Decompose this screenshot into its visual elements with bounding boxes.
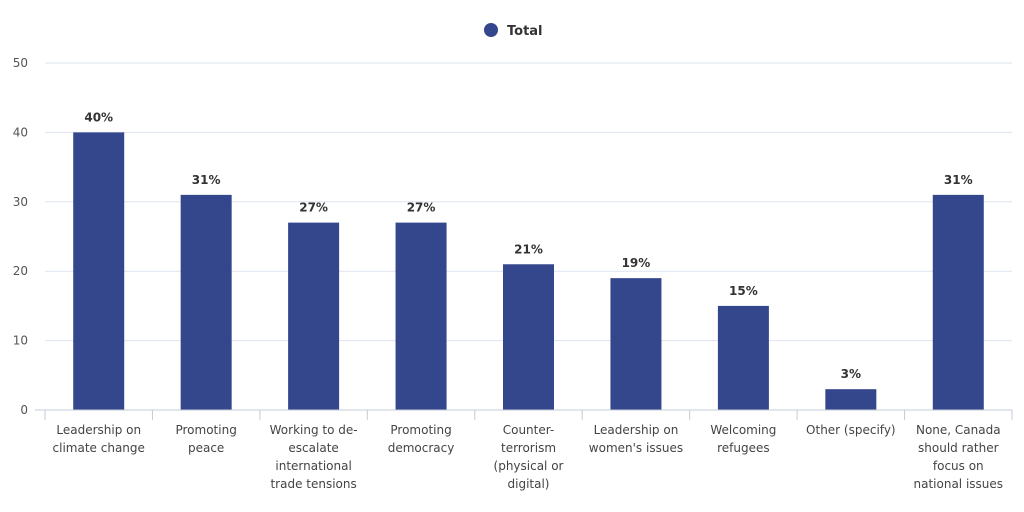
x-tick-label-line: should rather bbox=[918, 441, 999, 455]
y-tick-label: 30 bbox=[13, 195, 28, 209]
x-tick-label: Promoting democracy bbox=[388, 423, 455, 455]
x-tick-label-line: digital) bbox=[508, 477, 550, 491]
bar[interactable] bbox=[503, 264, 554, 410]
bar[interactable] bbox=[825, 389, 877, 410]
y-tick-label: 50 bbox=[13, 56, 28, 70]
data-label: 21% bbox=[514, 242, 543, 256]
x-tick-label: Counter-terrorism (physical or digital) bbox=[494, 423, 564, 491]
x-tick-label-line: climate change bbox=[53, 441, 145, 455]
x-axis: Leadership on climate change Promoting peac… bbox=[35, 409, 1013, 491]
x-tick-label: Welcoming refugees bbox=[710, 423, 776, 455]
data-label: 27% bbox=[299, 201, 328, 215]
data-label: 31% bbox=[944, 173, 973, 187]
bar[interactable] bbox=[180, 194, 232, 410]
x-tick-label-line: national issues bbox=[914, 477, 1004, 491]
data-label: 15% bbox=[729, 284, 758, 298]
x-tick-label-line: Promoting bbox=[390, 423, 451, 437]
x-tick-label-line: escalate bbox=[288, 441, 338, 455]
data-label: 19% bbox=[622, 256, 651, 270]
x-tick-label: Other (specify) bbox=[806, 423, 896, 437]
x-tick-label-line: Counter- bbox=[503, 423, 555, 437]
x-tick-label-line: terrorism bbox=[501, 441, 556, 455]
bars bbox=[73, 132, 984, 410]
legend-label-total[interactable]: Total bbox=[507, 24, 543, 39]
data-label: 27% bbox=[407, 201, 436, 215]
y-axis-ticks: 0 10 20 30 40 50 bbox=[13, 56, 28, 417]
x-tick-label: Promoting peace bbox=[175, 423, 236, 455]
x-tick-label-line: Promoting bbox=[175, 423, 236, 437]
x-tick-label-line: international bbox=[275, 459, 351, 473]
legend-marker-total[interactable] bbox=[484, 23, 498, 37]
x-tick-label-line: Leadership on bbox=[594, 423, 679, 437]
y-tick-label: 10 bbox=[13, 334, 28, 348]
x-tick-label-line: refugees bbox=[717, 441, 770, 455]
x-tick-label-line: Other (specify) bbox=[806, 423, 896, 437]
data-labels: 40% 31% 27% 27% 21% 19% 15% 3% 31% bbox=[84, 110, 972, 381]
bar[interactable] bbox=[395, 222, 447, 410]
x-tick-label-line: (physical or bbox=[494, 459, 564, 473]
y-tick-label: 0 bbox=[20, 403, 28, 417]
x-tick-label-line: Leadership on bbox=[56, 423, 141, 437]
x-tick-label-line: democracy bbox=[388, 441, 455, 455]
x-tick-label-line: peace bbox=[188, 441, 224, 455]
data-label: 3% bbox=[841, 367, 861, 381]
y-tick-label: 40 bbox=[13, 125, 28, 139]
x-tick-label-line: Welcoming bbox=[710, 423, 776, 437]
bar[interactable] bbox=[717, 305, 769, 410]
x-tick-label: Working to de-escalate international trade… bbox=[270, 423, 358, 491]
x-tick-label: Leadership on women's issues bbox=[589, 423, 683, 455]
data-label: 31% bbox=[192, 173, 221, 187]
bar[interactable] bbox=[610, 278, 662, 410]
bar[interactable] bbox=[288, 222, 340, 410]
bar[interactable] bbox=[73, 132, 125, 410]
x-tick-label-line: trade tensions bbox=[270, 477, 356, 491]
y-tick-label: 20 bbox=[13, 264, 28, 278]
x-tick-label: None, Canada should rather focus on nationa… bbox=[914, 423, 1004, 491]
x-tick-label-line: women's issues bbox=[589, 441, 683, 455]
x-tick-label-line: Working to de- bbox=[270, 423, 358, 437]
x-tick-label-line: focus on bbox=[933, 459, 984, 473]
legend[interactable]: Total bbox=[484, 23, 543, 39]
bar[interactable] bbox=[932, 194, 984, 410]
x-tick-label-line: None, Canada bbox=[916, 423, 1001, 437]
x-tick-label: Leadership on climate change bbox=[53, 423, 145, 455]
data-label: 40% bbox=[84, 110, 113, 124]
